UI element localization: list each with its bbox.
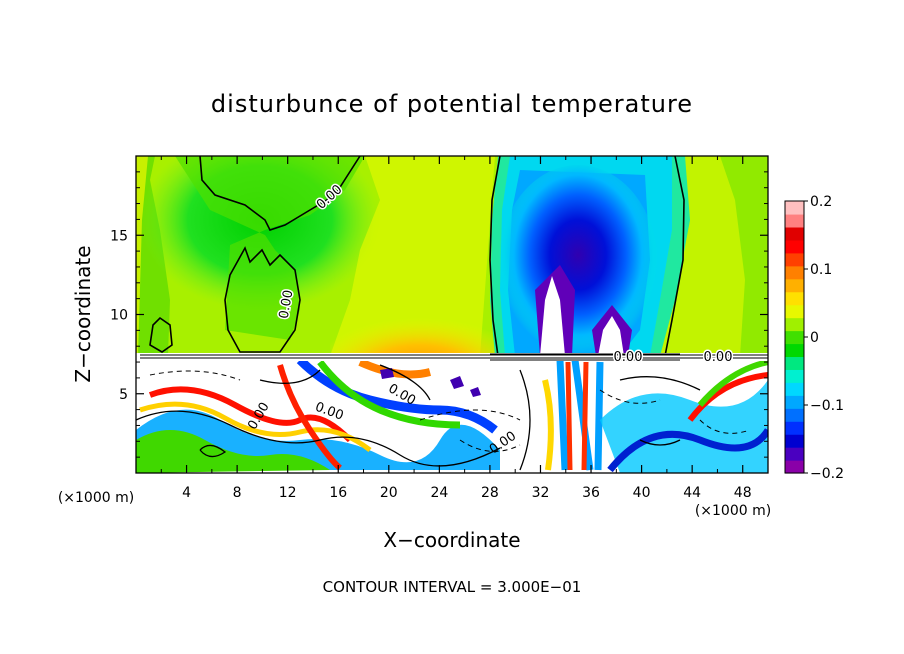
lower-yellow-1: [139, 401, 372, 452]
x-tick-label: 4: [182, 485, 191, 501]
field-green-zero-region: [175, 156, 365, 340]
zero-contour-upper-3: [149, 316, 173, 353]
colorbar-swatch: [785, 252, 804, 267]
x-tick-label: 28: [481, 485, 499, 501]
colorbar: [785, 201, 804, 474]
colorbar-swatch: [785, 395, 804, 409]
x-tick-label: 24: [430, 485, 448, 501]
colorbar-tick-label: 0.2: [810, 194, 832, 210]
x-tick-label: 8: [233, 485, 242, 501]
colorbar-swatch: [785, 291, 804, 306]
lower-red-3: [565, 361, 589, 471]
lower-green-5: [697, 359, 768, 407]
x-unit-right: (×1000 m): [695, 503, 771, 519]
x-tick-label: 32: [532, 485, 550, 501]
colorbar-swatch: [785, 434, 804, 448]
lower-blue-2: [296, 356, 498, 434]
y-axis-label: Z−coordinate: [71, 245, 95, 382]
lower-red-2: [277, 364, 342, 471]
colorbar-tick-label: 0.1: [810, 262, 832, 278]
colorbar-swatch: [785, 226, 804, 241]
interface-contours: [140, 353, 768, 361]
cold-plume-core: [498, 165, 658, 365]
x-tick-label: 20: [380, 485, 398, 501]
lower-contours-dashed: [149, 370, 751, 452]
colorbar-swatch: [785, 317, 804, 332]
chart-title: disturbunce of potential temperature: [211, 90, 693, 118]
colorbar-ticks: 0.2 0.1 0 −0.1 −0.2: [804, 194, 844, 482]
colorbar-swatch: [785, 278, 804, 293]
colorbar-swatch: [785, 421, 804, 435]
y-axis-ticks: 5 10 15: [110, 171, 768, 458]
colorbar-swatch: [785, 460, 804, 474]
colorbar-swatch: [785, 265, 804, 280]
lower-green-2: [317, 359, 461, 429]
colorbar-swatch: [785, 213, 804, 228]
y-tick-label: 10: [110, 308, 128, 324]
lower-contours: [136, 364, 701, 471]
lower-red-5: [687, 372, 768, 422]
x-tick-label: 36: [582, 485, 600, 501]
zero-contour-upper-1: [199, 156, 361, 231]
colorbar-tick-label: −0.2: [810, 466, 844, 482]
x-tick-label: 44: [683, 485, 701, 501]
field-band-left-edge: [136, 156, 148, 356]
colorbar-swatch: [785, 343, 804, 358]
zero-contour-upper-4: [489, 156, 501, 357]
x-tick-label: 40: [633, 485, 651, 501]
y-tick-label: 15: [110, 228, 128, 244]
lower-orange-2: [358, 358, 432, 379]
field-right-green: [720, 156, 768, 356]
colorbar-swatch: [785, 239, 804, 254]
colorbar-tick-label: −0.1: [810, 398, 844, 414]
x-unit-left: (×1000 m): [58, 490, 134, 506]
x-tick-label: 12: [279, 485, 297, 501]
lower-red-1: [148, 386, 353, 443]
x-tick-label: 48: [734, 485, 752, 501]
colorbar-swatch: [785, 356, 804, 370]
x-axis-label: X−coordinate: [383, 528, 520, 552]
contour-interval-note: CONTOUR INTERVAL = 3.000E−01: [323, 578, 582, 596]
zero-contour-upper-2: [224, 246, 301, 353]
colorbar-swatch: [785, 382, 804, 396]
interface-band: [136, 353, 768, 361]
lower-blue-5: [607, 428, 768, 473]
lower-green-1: [136, 430, 330, 473]
contour-label: 0.00: [614, 350, 643, 365]
lower-blue-3: [556, 359, 604, 471]
cold-core-white-left: [540, 276, 565, 356]
colorbar-swatch: [785, 330, 804, 345]
colorbar-swatch: [785, 201, 804, 215]
contour-label: 0.00: [704, 350, 733, 365]
x-tick-label: 16: [329, 485, 347, 501]
lower-purple-spots: [380, 368, 481, 397]
colorbar-swatch: [785, 408, 804, 422]
colorbar-swatch: [785, 447, 804, 461]
y-tick-label: 5: [119, 387, 128, 403]
colorbar-swatch: [785, 369, 804, 383]
cold-core-white-right: [598, 316, 624, 356]
contour-label: 0.00: [277, 289, 297, 320]
colorbar-swatch: [785, 304, 804, 319]
x-axis-ticks: 4 8 12 16 20 24 28 32 36 40 44 48: [160, 156, 752, 501]
lower-yellow-3: [542, 379, 554, 471]
colorbar-tick-label: 0: [810, 330, 819, 346]
plot-area: [136, 156, 768, 473]
zero-contour-upper-5: [664, 156, 685, 357]
